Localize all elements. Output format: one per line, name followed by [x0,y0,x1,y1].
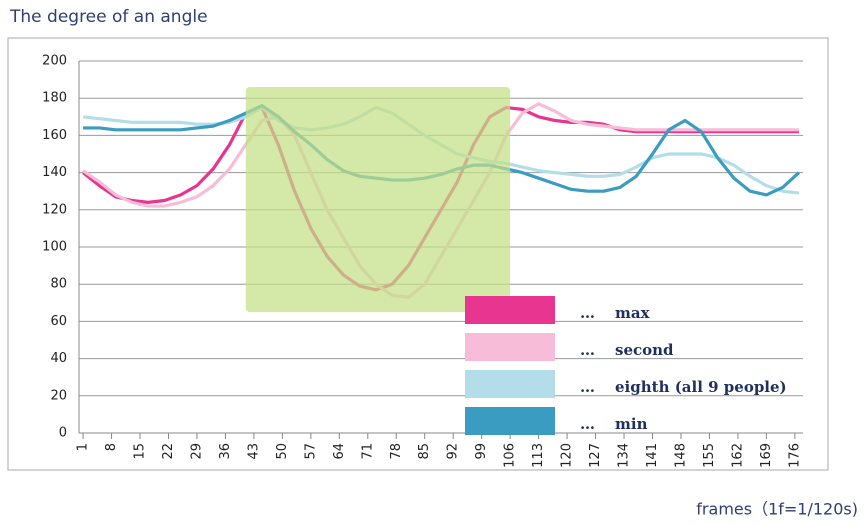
y-tick-label: 180 [42,91,67,106]
x-tick-label: 8 [104,443,119,451]
legend-swatch [465,333,555,361]
x-tick-label: 36 [218,443,233,460]
legend-swatch [465,296,555,324]
legend-separator: … [580,415,595,433]
x-tick-label: 85 [417,443,432,460]
chart-title: The degree of an angle [9,7,208,27]
legend-separator: … [580,304,595,322]
legend-label: min [615,415,648,433]
x-tick-label: 50 [275,443,290,460]
x-tick-label: 113 [531,443,546,468]
x-tick-label: 99 [474,443,489,460]
x-tick-label: 127 [588,443,603,468]
y-tick-label: 100 [42,240,67,255]
legend-swatch [465,407,555,435]
x-tick-label: 169 [759,443,774,468]
legend-label: max [615,304,651,322]
highlight-region [245,87,511,313]
x-tick-label: 64 [332,443,347,460]
y-tick-label: 0 [59,426,67,441]
y-tick-label: 120 [42,202,67,217]
x-tick-label: 155 [702,443,717,468]
x-tick-label: 43 [246,443,261,460]
x-tick-label: 106 [503,443,518,468]
legend-separator: … [580,378,595,396]
y-tick-label: 80 [50,277,67,292]
x-tick-label: 15 [133,443,148,460]
x-axis-label: frames（1f=1/120s) [696,500,858,519]
x-tick-label: 120 [560,443,575,468]
legend-swatch [465,370,555,398]
y-tick-label: 200 [42,54,67,69]
x-tick-label: 78 [389,443,404,460]
y-tick-label: 160 [42,128,67,143]
x-tick-label: 22 [161,443,176,460]
legend-label: eighth (all 9 people) [615,378,787,396]
y-tick-label: 20 [50,388,67,403]
x-tick-label: 57 [303,443,318,460]
x-tick-label: 176 [787,443,802,468]
x-tick-label: 162 [730,443,745,468]
legend-label: second [615,341,674,359]
x-tick-label: 148 [673,443,688,468]
y-tick-label: 60 [50,314,67,329]
y-tick-label: 140 [42,165,67,180]
x-tick-label: 29 [189,443,204,460]
y-tick-label: 40 [50,351,67,366]
legend-separator: … [580,341,595,359]
x-tick-label: 1 [76,443,91,451]
x-tick-label: 141 [645,443,660,468]
x-tick-label: 134 [617,443,632,468]
x-tick-label: 92 [446,443,461,460]
x-tick-label: 71 [360,443,375,460]
